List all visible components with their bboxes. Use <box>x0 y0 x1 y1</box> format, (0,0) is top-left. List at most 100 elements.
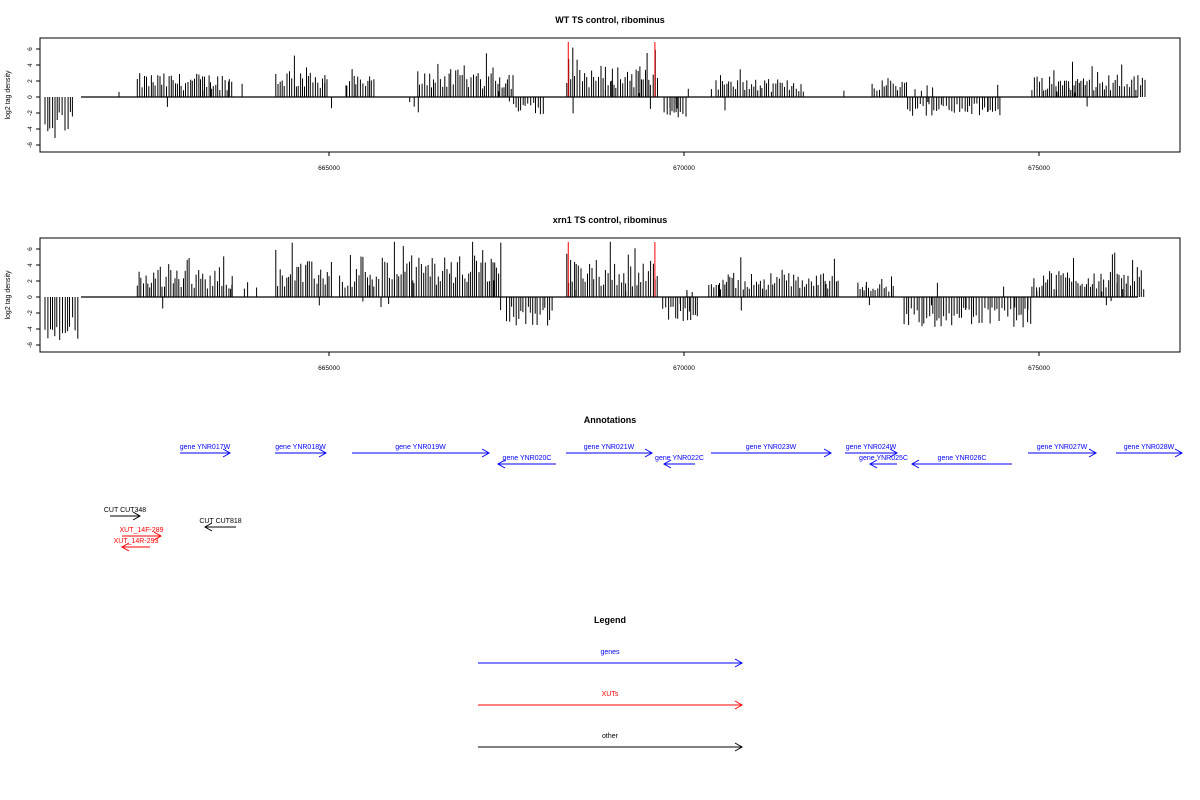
feature-gene-ynr020c: gene YNR020C <box>496 455 556 469</box>
feature-list: gene YNR017W gene YNR018W gene YNR019W gene… <box>104 444 1184 552</box>
feature-arrow-head <box>910 459 920 469</box>
y-tick-label: 4 <box>27 263 34 267</box>
annotations-title: Annotations <box>584 415 637 425</box>
feature-gene-ynr027w: gene YNR027W <box>1028 444 1098 458</box>
y-tick-label: -2 <box>27 310 34 316</box>
feature-label: gene YNR025C <box>859 455 908 462</box>
feature-arrow-head <box>153 531 163 541</box>
y-tick-label: 0 <box>27 95 34 99</box>
y-tick-label: -4 <box>27 126 34 132</box>
y-axis-label: log2 tag density <box>5 70 12 120</box>
feature-gene-ynr028w: gene YNR028W <box>1116 444 1184 458</box>
y-tick-label: 6 <box>27 247 34 251</box>
legend-label: XUTs <box>602 691 619 698</box>
feature-gene-ynr022c: gene YNR022C <box>655 455 704 469</box>
legend-arrow-head <box>734 742 744 752</box>
y-tick-label: 4 <box>27 63 34 67</box>
x-tick-label: 675000 <box>1028 165 1050 172</box>
legend-arrow-head <box>734 700 744 710</box>
y-axis-label: log2 tag density <box>5 270 12 320</box>
x-tick-label: 665000 <box>318 365 340 372</box>
feature-gene-ynr018w: gene YNR018W <box>275 444 328 458</box>
panel-title: xrn1 TS control, ribominus <box>553 215 668 225</box>
y-tick-label: 6 <box>27 47 34 51</box>
feature-label: XUT_14F-289 <box>120 527 164 534</box>
y-tick-label: -2 <box>27 110 34 116</box>
legend-item-genes: genes <box>478 649 744 668</box>
feature-arrow-head <box>496 459 506 469</box>
xrn1-signal-panel: xrn1 TS control, ribominus log2 tag dens… <box>5 215 1181 372</box>
feature-arrow-head <box>868 459 878 469</box>
feature-xut-14f-289: XUT_14F-289 <box>120 527 164 541</box>
plot-frame <box>39 237 1181 353</box>
legend-item-xuts: XUTs <box>478 691 744 710</box>
feature-arrow-head <box>889 448 899 458</box>
y-tick-label: 0 <box>27 295 34 299</box>
feature-label: gene YNR023W <box>746 444 797 451</box>
signal-bars <box>44 47 1146 139</box>
x-tick-label: 670000 <box>673 165 695 172</box>
feature-gene-ynr023w: gene YNR023W <box>711 444 833 458</box>
signal-bars <box>44 241 1145 340</box>
y-tick-label: -6 <box>27 142 34 148</box>
feature-label: gene YNR028W <box>1124 444 1175 451</box>
feature-arrow-head <box>203 522 213 532</box>
legend-label: genes <box>600 649 620 656</box>
legend-item-other: other <box>478 733 744 752</box>
feature-xut-14r-293: XUT_14R-293 <box>114 538 159 552</box>
red-markers <box>567 42 656 97</box>
legend-arrow-head <box>734 658 744 668</box>
annotations-track: Annotations gene YNR017W gene YNR018W gene… <box>104 415 1184 552</box>
x-axis: 665000 670000 675000 <box>318 152 1050 172</box>
feature-label: gene YNR024W <box>846 444 897 451</box>
y-tick-label: 2 <box>27 279 34 283</box>
feature-label: XUT_14R-293 <box>114 538 159 545</box>
feature-gene-ynr025c: gene YNR025C <box>859 455 908 469</box>
feature-gene-ynr021w: gene YNR021W <box>566 444 654 458</box>
y-tick-label: -6 <box>27 342 34 348</box>
feature-label: gene YNR027W <box>1037 444 1088 451</box>
feature-label: gene YNR022C <box>655 455 704 462</box>
x-tick-label: 670000 <box>673 365 695 372</box>
legend-title: Legend <box>594 615 626 625</box>
feature-label: gene YNR020C <box>503 455 552 462</box>
legend-label: other <box>602 733 619 740</box>
feature-gene-ynr019w: gene YNR019W <box>352 444 491 458</box>
feature-arrow-head <box>662 459 672 469</box>
feature-cut-cut818: CUT CUT818 <box>199 518 242 532</box>
x-tick-label: 675000 <box>1028 365 1050 372</box>
feature-label: gene YNR021W <box>584 444 635 451</box>
y-axis: -6 -4 -2 0 2 4 6 <box>27 247 40 348</box>
legend: Legend genes XUTs other <box>478 615 744 752</box>
feature-label: gene YNR026C <box>938 455 987 462</box>
feature-cut-cut348: CUT CUT348 <box>104 507 146 521</box>
feature-label: CUT CUT348 <box>104 507 146 514</box>
feature-arrow-head <box>1088 448 1098 458</box>
feature-arrow-head <box>1174 448 1184 458</box>
panel-title: WT TS control, ribominus <box>555 15 665 25</box>
red-markers <box>567 242 656 297</box>
legend-items: genes XUTs other <box>478 649 744 752</box>
y-tick-label: -4 <box>27 326 34 332</box>
wt-signal-panel: WT TS control, ribominus log2 tag densit… <box>5 15 1181 172</box>
feature-arrow-head <box>318 448 328 458</box>
feature-arrow-head <box>120 542 130 552</box>
y-tick-label: 2 <box>27 79 34 83</box>
feature-label: gene YNR018W <box>275 444 326 451</box>
feature-arrow-head <box>132 511 142 521</box>
feature-arrow-head <box>222 448 232 458</box>
feature-gene-ynr017w: gene YNR017W <box>180 444 232 458</box>
feature-label: CUT CUT818 <box>199 518 241 525</box>
y-axis: -6 -4 -2 0 2 4 6 <box>27 47 40 148</box>
feature-gene-ynr026c: gene YNR026C <box>910 455 1012 469</box>
x-axis: 665000 670000 675000 <box>318 352 1050 372</box>
feature-label: gene YNR017W <box>180 444 231 451</box>
feature-arrow-head <box>644 448 654 458</box>
feature-label: gene YNR019W <box>395 444 446 451</box>
feature-arrow-head <box>823 448 833 458</box>
feature-arrow-head <box>481 448 491 458</box>
feature-gene-ynr024w: gene YNR024W <box>845 444 899 458</box>
x-tick-label: 665000 <box>318 165 340 172</box>
plot-frame <box>39 37 1181 153</box>
